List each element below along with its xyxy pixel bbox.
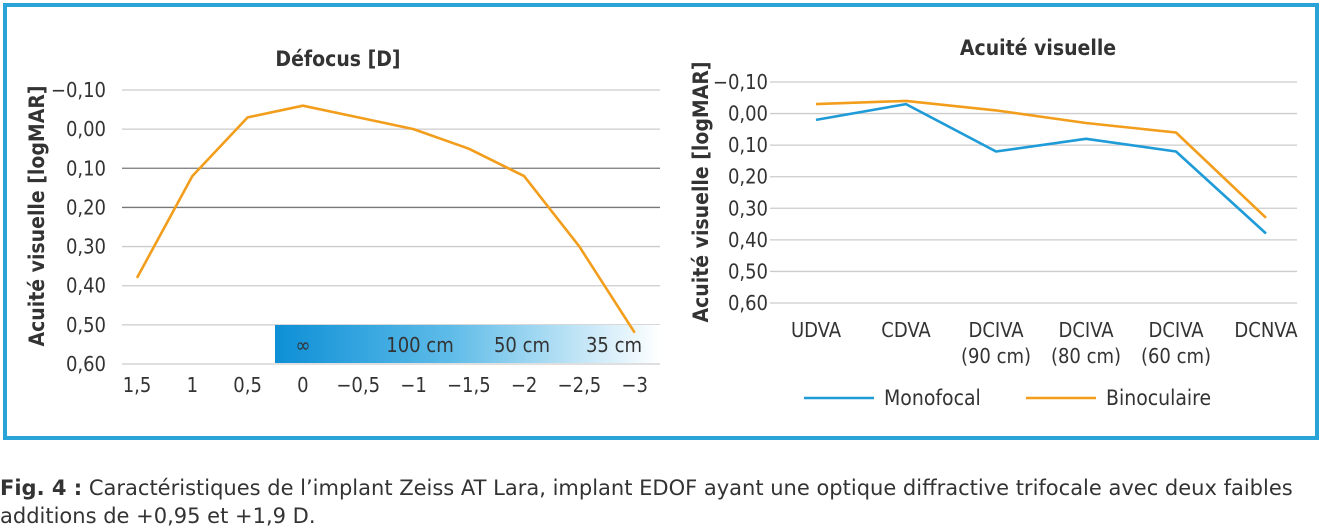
defocus-x-tick-label: −0,5 bbox=[336, 373, 380, 397]
acuity-category-label: DCIVA bbox=[1148, 318, 1204, 342]
acuity-series-line-binoculaire bbox=[815, 99, 1267, 219]
figure-charts: Défocus [D] Acuité visuelle [logMAR] −0,… bbox=[25, 36, 1298, 410]
defocus-chart: Défocus [D] Acuité visuelle [logMAR] −0,… bbox=[25, 47, 660, 397]
acuity-category-label: (90 cm) bbox=[961, 344, 1031, 368]
acuity-category-label: (60 cm) bbox=[1141, 344, 1211, 368]
acuity-chart: Acuité visuelle Acuité visuelle [logMAR]… bbox=[689, 36, 1298, 410]
distance-band bbox=[275, 325, 660, 363]
acuity-category-label: DCIVA bbox=[968, 318, 1024, 342]
acuity-y-tick-label: 0,20 bbox=[728, 165, 768, 189]
acuity-y-axis-label: Acuité visuelle [logMAR] bbox=[689, 61, 713, 322]
legend-label: Monofocal bbox=[884, 386, 981, 410]
acuity-y-tick-label: 0,10 bbox=[728, 133, 768, 157]
acuity-category-label: CDVA bbox=[881, 318, 931, 342]
acuity-y-tick-label: 0,50 bbox=[728, 259, 768, 283]
defocus-x-tick-label: −3 bbox=[621, 373, 648, 397]
defocus-y-tick-label: 0,00 bbox=[66, 117, 106, 141]
caption-label: Fig. 4 : bbox=[0, 476, 83, 500]
defocus-y-tick-label: 0,50 bbox=[66, 313, 106, 337]
acuity-y-tick-label: 0,60 bbox=[728, 291, 768, 315]
defocus-x-tick-label: −2,5 bbox=[558, 373, 602, 397]
defocus-y-tick-label: 0,20 bbox=[66, 195, 106, 219]
defocus-y-tick-label: 0,10 bbox=[66, 156, 106, 180]
defocus-y-axis-label: Acuité visuelle [logMAR] bbox=[25, 85, 49, 346]
defocus-x-tick-label: 1,5 bbox=[123, 373, 152, 397]
acuity-chart-title: Acuité visuelle bbox=[960, 36, 1116, 60]
defocus-x-tick-label: 0,5 bbox=[233, 373, 262, 397]
acuity-category-label: DCIVA bbox=[1058, 318, 1114, 342]
acuity-y-tick-label: −0,10 bbox=[713, 70, 768, 94]
defocus-y-tick-label: −0,10 bbox=[51, 78, 106, 102]
defocus-x-tick-label: −1 bbox=[400, 373, 427, 397]
legend-label: Binoculaire bbox=[1106, 386, 1211, 410]
distance-band-label: 50 cm bbox=[494, 333, 550, 357]
defocus-chart-title: Défocus [D] bbox=[275, 47, 400, 71]
caption-text: Caractéristiques de l’implant Zeiss AT L… bbox=[0, 476, 1293, 528]
distance-band-label: 100 cm bbox=[386, 333, 453, 357]
acuity-category-label: (80 cm) bbox=[1051, 344, 1121, 368]
distance-band-label: ∞ bbox=[296, 333, 311, 357]
acuity-category-label: UDVA bbox=[791, 318, 842, 342]
defocus-y-tick-label: 0,40 bbox=[66, 274, 106, 298]
defocus-curve-line bbox=[135, 104, 636, 334]
acuity-y-tick-label: 0,40 bbox=[728, 228, 768, 252]
defocus-x-tick-label: −1,5 bbox=[447, 373, 491, 397]
defocus-x-tick-label: 0 bbox=[297, 373, 308, 397]
distance-band-label: 35 cm bbox=[586, 333, 642, 357]
acuity-y-tick-label: 0,30 bbox=[728, 196, 768, 220]
acuity-category-label: DCNVA bbox=[1234, 318, 1298, 342]
defocus-y-tick-label: 0,30 bbox=[66, 235, 106, 259]
figure-caption: Fig. 4 : Caractéristiques de l’implant Z… bbox=[0, 474, 1318, 530]
acuity-y-tick-label: 0,00 bbox=[728, 102, 768, 126]
defocus-x-tick-label: 1 bbox=[187, 373, 198, 397]
acuity-series-line-monofocal bbox=[815, 102, 1267, 235]
defocus-x-tick-label: −2 bbox=[511, 373, 538, 397]
defocus-y-tick-label: 0,60 bbox=[66, 352, 106, 376]
figure-frame bbox=[3, 3, 1319, 440]
